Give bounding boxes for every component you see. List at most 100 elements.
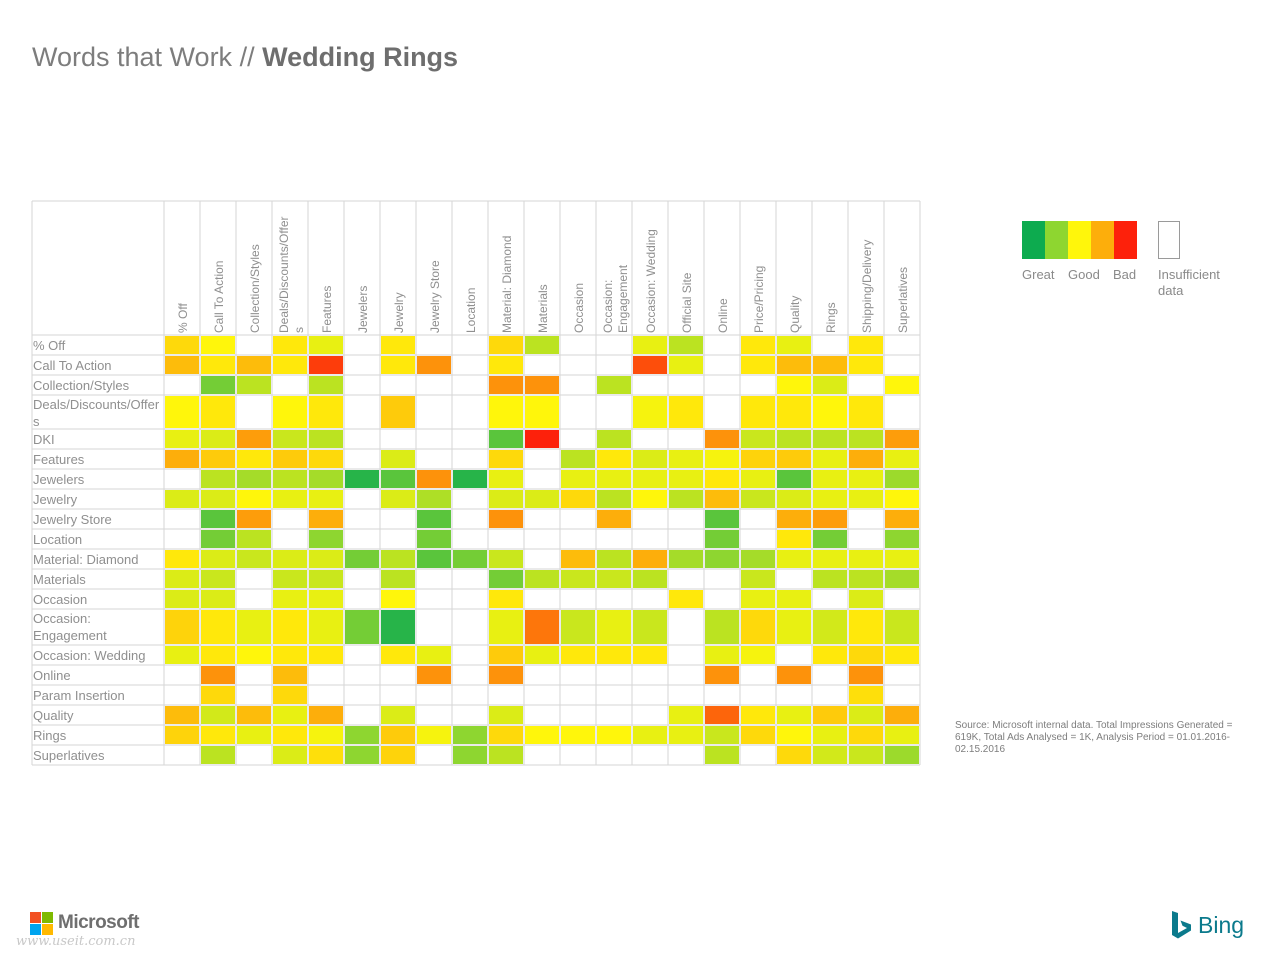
heatmap-cell [849, 646, 883, 664]
heatmap-cell [309, 396, 343, 428]
column-label: Price/Pricing [752, 266, 766, 333]
row-label: Features [33, 452, 85, 467]
heatmap-cell [741, 490, 775, 508]
heatmap-cell [777, 530, 811, 548]
heatmap-cell [381, 356, 415, 374]
heatmap-cell [561, 726, 595, 744]
heatmap-cell [669, 590, 703, 608]
heatmap-cell [165, 430, 199, 448]
heatmap-cell [489, 610, 523, 644]
heatmap-cell [849, 470, 883, 488]
heatmap-cell [201, 590, 235, 608]
heatmap-cell [741, 470, 775, 488]
heatmap-cell [813, 490, 847, 508]
legend: Great Good Bad Insufficient data [1022, 221, 1252, 311]
heatmap-cell [489, 666, 523, 684]
heatmap-cell [381, 746, 415, 764]
heatmap-cell [561, 470, 595, 488]
heatmap-cell [705, 530, 739, 548]
column-label: Online [716, 298, 730, 333]
heatmap-cell [381, 470, 415, 488]
legend-swatch-bad [1114, 221, 1137, 259]
heatmap-cell [669, 706, 703, 724]
heatmap-cell [705, 610, 739, 644]
heatmap-cell [201, 706, 235, 724]
heatmap-cell [417, 510, 451, 528]
heatmap-cell [345, 726, 379, 744]
heatmap-cell [633, 726, 667, 744]
heatmap-cell [525, 490, 559, 508]
heatmap-cell [849, 666, 883, 684]
heatmap-cell [705, 550, 739, 568]
row-label: Materials [33, 572, 86, 587]
row-label: Online [33, 668, 71, 683]
heatmap-cell [813, 726, 847, 744]
heatmap-cell [273, 550, 307, 568]
heatmap-cell [273, 646, 307, 664]
heatmap-cell [489, 396, 523, 428]
heatmap-cell [309, 530, 343, 548]
heatmap-cell [705, 430, 739, 448]
legend-label-insufficient: Insufficient data [1158, 267, 1220, 298]
heatmap-cell [849, 570, 883, 588]
heatmap-cell [201, 490, 235, 508]
heatmap-cell [273, 430, 307, 448]
heatmap-cell [597, 550, 631, 568]
heatmap-cell [201, 336, 235, 354]
column-label: Material: Diamond [500, 236, 514, 333]
heatmap-cell [885, 490, 919, 508]
heatmap-cell [525, 610, 559, 644]
heatmap-cell [849, 726, 883, 744]
row-label: Call To Action [33, 358, 112, 373]
heatmap-cell [489, 746, 523, 764]
heatmap-cell [813, 376, 847, 394]
row-label: Superlatives [33, 748, 105, 763]
heatmap-cell [345, 550, 379, 568]
heatmap-cell [309, 610, 343, 644]
heatmap-cell [201, 376, 235, 394]
legend-swatch-mid [1068, 221, 1091, 259]
heatmap-cell [885, 550, 919, 568]
heatmap-cell [309, 726, 343, 744]
heatmap-cell [741, 646, 775, 664]
column-label: Jewelers [356, 286, 370, 333]
heatmap-cell [597, 646, 631, 664]
heatmap-cell [777, 376, 811, 394]
heatmap-cell [777, 726, 811, 744]
heatmap-cell [381, 706, 415, 724]
title-prefix: Words that Work // [32, 42, 263, 72]
heatmap-cell [165, 590, 199, 608]
row-label: Jewelers [33, 472, 85, 487]
heatmap-cell [633, 550, 667, 568]
heatmap-cell [777, 450, 811, 468]
row-label: Collection/Styles [33, 378, 130, 393]
microsoft-wordmark: Microsoft [58, 912, 140, 933]
heatmap-cell [633, 336, 667, 354]
heatmap-cell [885, 450, 919, 468]
heatmap-cell [633, 610, 667, 644]
heatmap-cell [777, 396, 811, 428]
heatmap-cell [309, 550, 343, 568]
legend-label-good: Good [1068, 267, 1100, 282]
row-label: Occasion: Engagement [33, 611, 107, 643]
heatmap-cell [849, 686, 883, 704]
heatmap-cell [525, 396, 559, 428]
heatmap-cell [273, 470, 307, 488]
heatmap-cell [273, 590, 307, 608]
heatmap-cell [741, 726, 775, 744]
heatmap-cell [561, 550, 595, 568]
heatmap-cell [777, 470, 811, 488]
heatmap-cell [489, 646, 523, 664]
heatmap-cell [237, 530, 271, 548]
heatmap-cell [273, 356, 307, 374]
heatmap-cell [849, 550, 883, 568]
heatmap-cell [345, 746, 379, 764]
heatmap-cell [777, 706, 811, 724]
heatmap-cell [273, 686, 307, 704]
heatmap-cell [201, 470, 235, 488]
heatmap-cell [309, 450, 343, 468]
heatmap-cell [669, 726, 703, 744]
heatmap-cell [453, 726, 487, 744]
heatmap-cell [525, 336, 559, 354]
heatmap-cell [417, 550, 451, 568]
